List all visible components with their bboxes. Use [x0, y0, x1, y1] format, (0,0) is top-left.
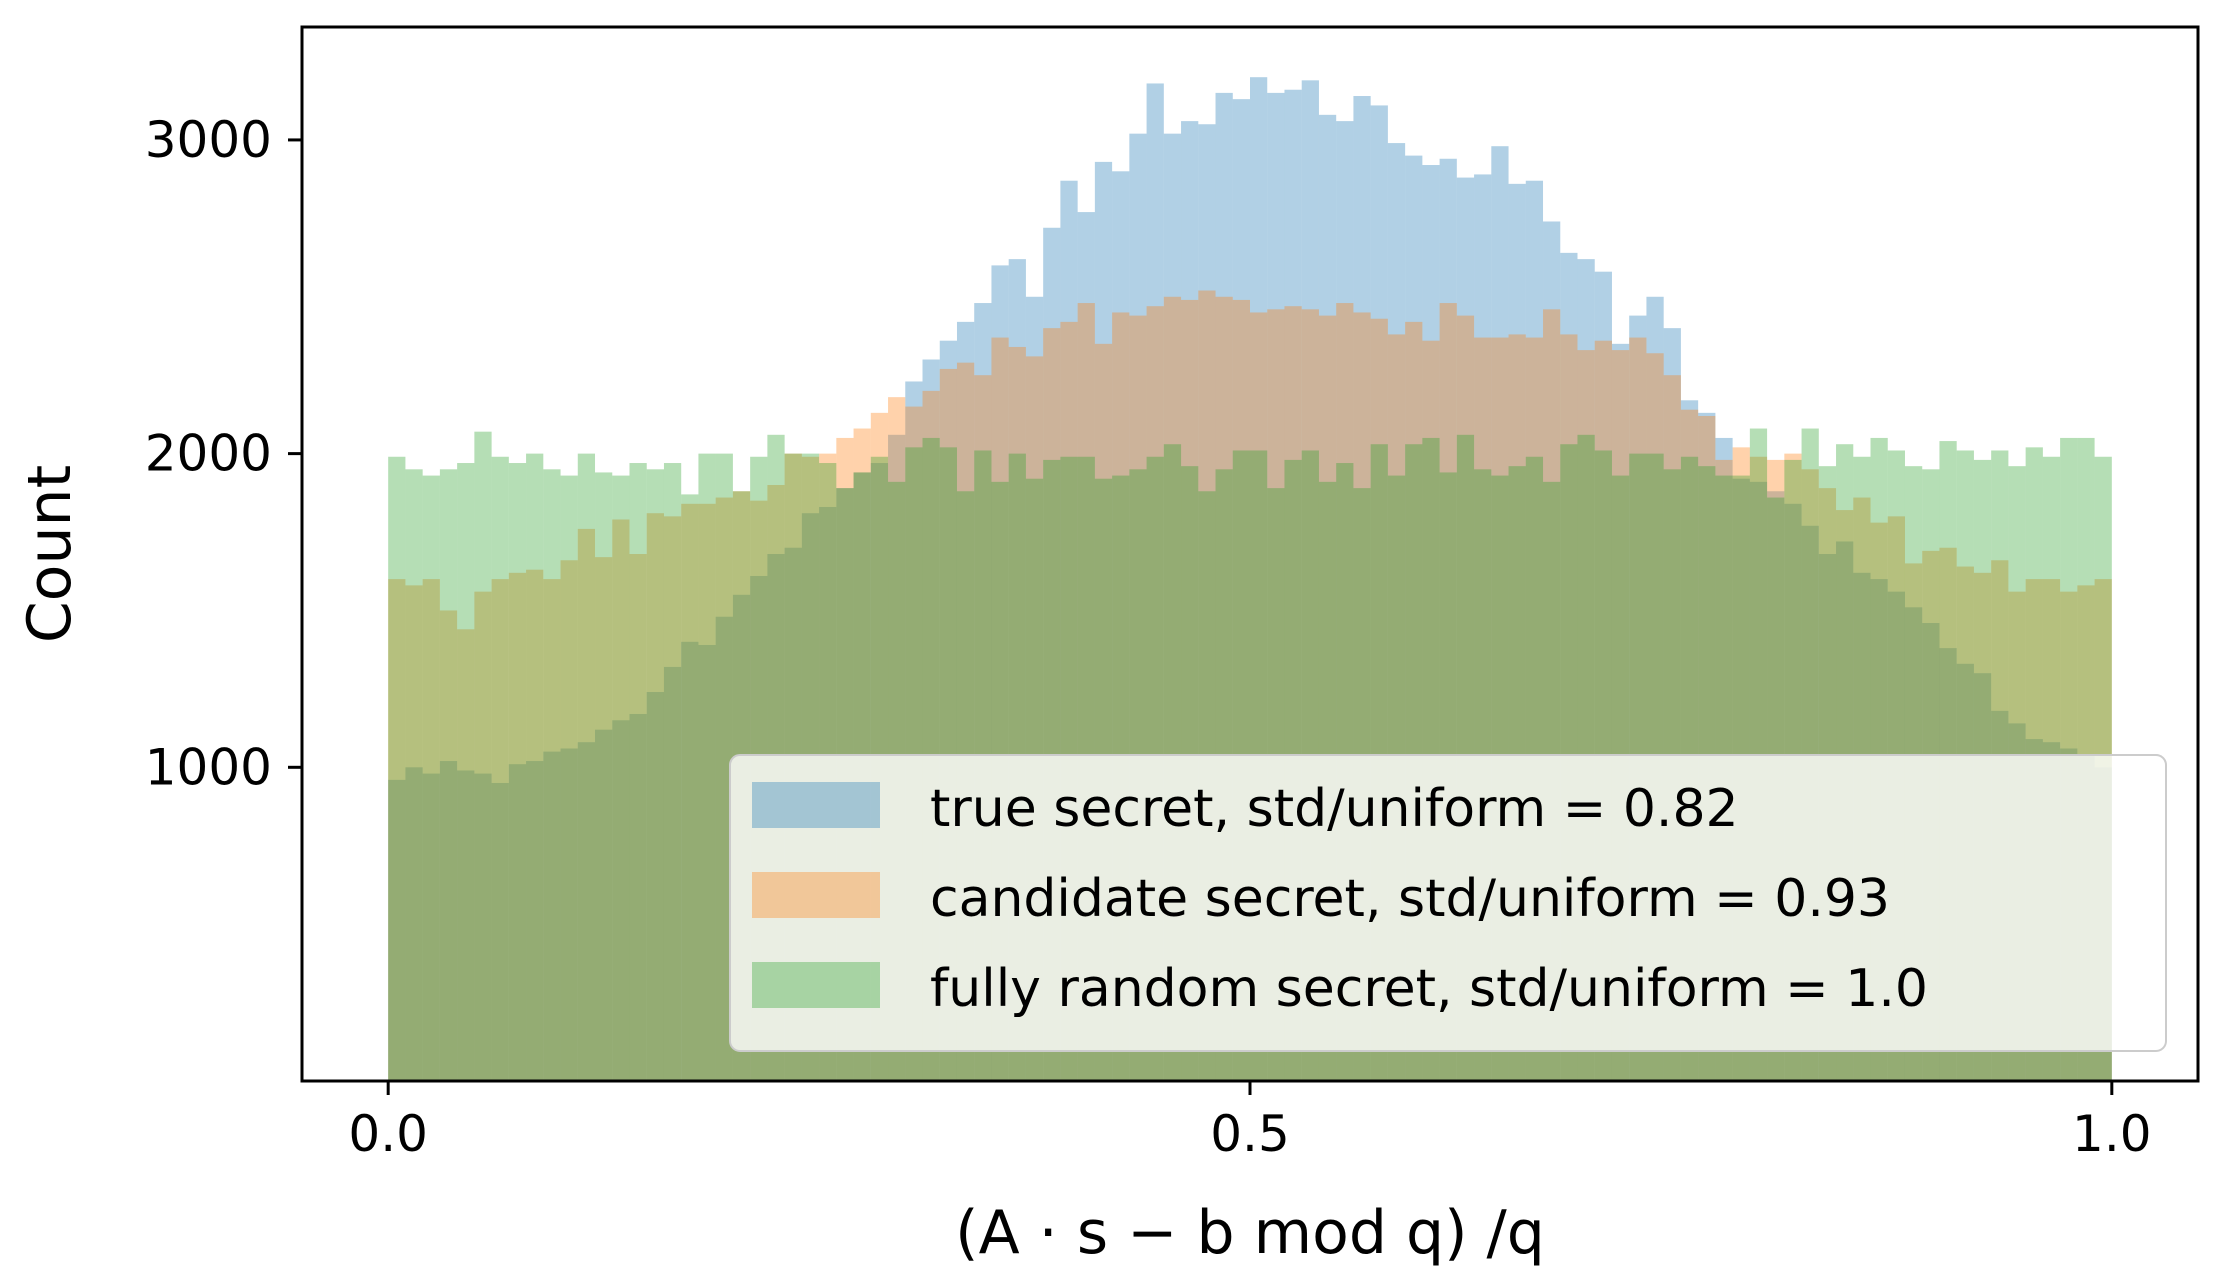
- series-1-bar: [543, 579, 561, 1081]
- series-2-bar: [526, 453, 544, 1081]
- legend-label-2: fully random secret, std/uniform = 1.0: [930, 959, 1928, 1019]
- series-0-bar: [560, 748, 578, 1081]
- legend-label-1: candidate secret, std/uniform = 0.93: [930, 869, 1890, 929]
- y-axis-label: Count: [15, 465, 85, 643]
- series-2-bar: [612, 475, 630, 1082]
- series-1-bar: [663, 516, 682, 1081]
- x-tick-label: 0.5: [1210, 1105, 1290, 1163]
- series-2-bar: [663, 463, 682, 1081]
- series-0-bar: [543, 751, 561, 1082]
- series-2-bar: [646, 469, 664, 1081]
- series-0-bar: [577, 742, 596, 1081]
- series-1-bar: [715, 497, 733, 1081]
- series-2-bar: [577, 453, 596, 1081]
- series-2-bar: [422, 475, 440, 1082]
- series-2-bar: [474, 431, 492, 1081]
- legend-swatch-0: [752, 782, 880, 828]
- series-2-bar: [405, 469, 423, 1081]
- series-1-bar: [595, 557, 613, 1081]
- series-2-bar: [457, 463, 475, 1081]
- series-0-bar: [457, 770, 475, 1081]
- legend-swatch-2: [752, 962, 880, 1008]
- series-2-bar: [388, 456, 406, 1081]
- series-2-bar: [629, 463, 647, 1081]
- x-tick-label: 1.0: [2072, 1105, 2152, 1163]
- series-1-bar: [629, 554, 647, 1081]
- x-ticks: 0.0 0.5 1.0: [348, 1081, 2152, 1163]
- y-tick-label: 1000: [145, 738, 272, 796]
- x-tick-label: 0.0: [348, 1105, 428, 1163]
- series-0-bar: [439, 761, 458, 1081]
- series-1-bar: [422, 579, 440, 1081]
- y-tick-label: 3000: [145, 111, 272, 169]
- series-2-bar: [491, 456, 509, 1081]
- series-0-bar: [508, 764, 527, 1081]
- legend-label-0: true secret, std/uniform = 0.82: [930, 779, 1739, 839]
- y-tick-label: 2000: [145, 425, 272, 483]
- series-1-bar: [612, 519, 630, 1081]
- legend-frame: [729, 754, 2167, 1052]
- series-0-bar: [646, 692, 664, 1081]
- y-ticks: 1000 2000 3000: [145, 111, 302, 796]
- series-2-bar: [543, 469, 561, 1081]
- legend-items: true secret, std/uniform = 0.82 candidate…: [752, 779, 1928, 1019]
- series-1-bar: [405, 585, 423, 1081]
- legend-swatch-1: [752, 872, 880, 918]
- series-1-bar: [491, 579, 509, 1081]
- series-1-bar: [577, 528, 596, 1081]
- series-0-bar: [405, 767, 423, 1081]
- series-0-bar: [388, 779, 406, 1081]
- series-0-bar: [595, 729, 613, 1081]
- series-2-bar: [439, 469, 458, 1081]
- series-0-bar: [491, 782, 509, 1081]
- series-0-bar: [715, 616, 733, 1081]
- series-1-bar: [526, 569, 544, 1081]
- series-0-bar: [663, 666, 682, 1081]
- series-1-bar: [698, 503, 716, 1081]
- series-1-bar: [474, 591, 492, 1081]
- series-1-bar: [508, 572, 527, 1081]
- series-2-bar: [595, 472, 613, 1081]
- series-1-bar: [560, 560, 578, 1081]
- series-0-bar: [698, 644, 716, 1081]
- series-0-bar: [629, 713, 647, 1081]
- series-2-bar: [508, 463, 527, 1081]
- series-2-bar: [698, 453, 716, 1081]
- series-1-bar: [681, 503, 699, 1081]
- series-0-bar: [422, 773, 440, 1081]
- series-0-bar: [681, 641, 699, 1081]
- series-1-bar: [457, 629, 475, 1081]
- series-0-bar: [612, 720, 630, 1081]
- series-1-bar: [439, 610, 458, 1081]
- series-1-bar: [646, 513, 664, 1081]
- series-1-bar: [388, 579, 406, 1081]
- series-2-bar: [560, 475, 578, 1082]
- series-2-bar: [715, 453, 733, 1081]
- legend: true secret, std/uniform = 0.82 candidate…: [729, 754, 2167, 1052]
- series-0-bar: [526, 761, 544, 1081]
- series-2-bar: [681, 494, 699, 1081]
- series-0-bar: [474, 773, 492, 1081]
- x-axis-label: (A · s − b mod q) /q: [955, 1198, 1545, 1268]
